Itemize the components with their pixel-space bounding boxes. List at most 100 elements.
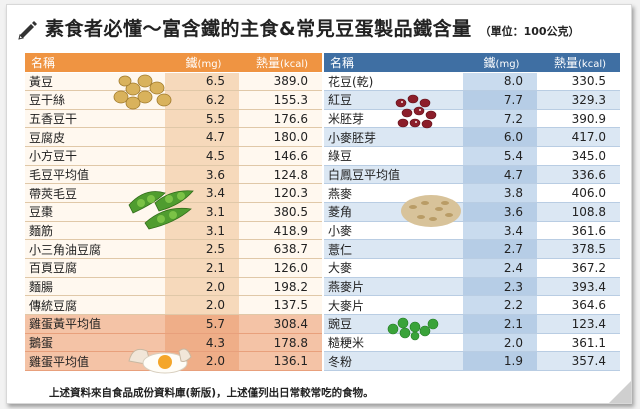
iron-value-cell: 7.7 [463, 90, 537, 110]
table-row: 綠豆 5.4 345.0 [323, 146, 620, 166]
food-name-cell: 糙粳米 [323, 333, 463, 353]
table-row: 冬粉 1.9 357.4 [323, 351, 620, 371]
table-row: 米胚芽 7.2 390.9 [323, 109, 620, 129]
iron-value-cell: 6.5 [165, 72, 239, 92]
food-name-cell: 鵝蛋 [25, 333, 165, 353]
food-name-cell: 傳統豆腐 [25, 295, 165, 316]
iron-value-cell: 7.2 [463, 109, 537, 129]
food-name-cell: 豆腐皮 [25, 127, 165, 148]
table-row: 小麥胚芽 6.0 417.0 [323, 127, 620, 148]
kcal-value-cell: 393.4 [537, 277, 620, 297]
food-name-cell: 毛豆平均值 [25, 165, 165, 185]
iron-value-cell: 4.7 [165, 127, 239, 148]
food-name-cell: 麵筋 [25, 221, 165, 241]
iron-value-cell: 1.9 [463, 351, 537, 371]
table-row: 豆干絲 6.2 155.3 [25, 90, 322, 110]
iron-value-cell: 8.0 [463, 72, 537, 92]
iron-value-cell: 2.0 [165, 277, 239, 297]
iron-value-cell: 4.5 [165, 146, 239, 166]
kcal-value-cell: 308.4 [239, 314, 322, 334]
table-row: 燕麥片 2.3 393.4 [323, 277, 620, 297]
table-row: 大麥片 2.2 364.6 [323, 295, 620, 316]
iron-value-cell: 5.5 [165, 109, 239, 129]
kcal-value-cell: 178.8 [239, 333, 322, 353]
kcal-value-cell: 120.3 [239, 183, 322, 204]
right-table: 名稱 鐵(mg) 熱量(kcal) 花豆(乾) 8.0 330.5 紅豆 7.7 329.… [322, 53, 620, 371]
food-name-cell: 小三角油豆腐 [25, 239, 165, 260]
table-row: 花豆(乾) 8.0 330.5 [323, 72, 620, 92]
food-name-cell: 綠豆 [323, 146, 463, 166]
kcal-value-cell: 136.1 [239, 351, 322, 371]
col-kcal-header: 熱量(kcal) [537, 53, 620, 73]
table-row: 燕麥 3.8 406.0 [323, 183, 620, 204]
kcal-value-cell: 361.6 [537, 221, 620, 241]
kcal-value-cell: 380.5 [239, 202, 322, 222]
food-name-cell: 五香豆干 [25, 109, 165, 129]
right-table-header: 名稱 鐵(mg) 熱量(kcal) [323, 53, 620, 73]
table-row: 雞蛋黃平均值 5.7 308.4 [25, 314, 322, 334]
iron-value-cell: 2.3 [463, 277, 537, 297]
iron-value-cell: 2.0 [463, 333, 537, 353]
food-name-cell: 小方豆干 [25, 146, 165, 166]
table-row: 鵝蛋 4.3 178.8 [25, 333, 322, 353]
food-name-cell: 花豆(乾) [323, 72, 463, 92]
table-row: 菱角 3.6 108.8 [323, 202, 620, 222]
red-beans-image [395, 94, 437, 129]
kcal-value-cell: 137.5 [239, 295, 322, 316]
food-name-cell: 雞蛋黃平均值 [25, 314, 165, 334]
page-curl [609, 381, 631, 403]
food-name-cell: 麵腸 [25, 277, 165, 297]
kcal-value-cell: 126.0 [239, 258, 322, 278]
table-row: 黃豆 6.5 389.0 [25, 72, 322, 92]
table-row: 傳統豆腐 2.0 137.5 [25, 295, 322, 316]
iron-value-cell: 3.6 [463, 202, 537, 222]
food-name-cell: 冬粉 [323, 351, 463, 371]
kcal-value-cell: 638.7 [239, 239, 322, 260]
food-name-cell: 燕麥片 [323, 277, 463, 297]
table-row: 麵筋 3.1 418.9 [25, 221, 322, 241]
iron-value-cell: 2.7 [463, 239, 537, 260]
table-row: 白鳳豆平均值 4.7 336.6 [323, 165, 620, 185]
iron-value-cell: 2.4 [463, 258, 537, 278]
title-unit: （單位：100公克） [479, 25, 580, 38]
food-name-cell: 帶莢毛豆 [25, 183, 165, 204]
iron-value-cell: 3.6 [165, 165, 239, 185]
iron-value-cell: 3.1 [165, 221, 239, 241]
table-row: 麵腸 2.0 198.2 [25, 277, 322, 297]
kcal-value-cell: 378.5 [537, 239, 620, 260]
iron-value-cell: 3.8 [463, 183, 537, 204]
kcal-value-cell: 389.0 [239, 72, 322, 92]
iron-value-cell: 6.2 [165, 90, 239, 110]
iron-value-cell: 3.1 [165, 202, 239, 222]
kcal-value-cell: 108.8 [537, 202, 620, 222]
table-row: 小三角油豆腐 2.5 638.7 [25, 239, 322, 260]
kcal-value-cell: 357.4 [537, 351, 620, 371]
kcal-value-cell: 330.5 [537, 72, 620, 92]
iron-value-cell: 2.2 [463, 295, 537, 316]
kcal-value-cell: 390.9 [537, 109, 620, 129]
oats-image [401, 195, 461, 227]
kcal-value-cell: 146.6 [239, 146, 322, 166]
kcal-value-cell: 418.9 [239, 221, 322, 241]
iron-value-cell: 2.1 [463, 314, 537, 334]
iron-value-cell: 3.4 [463, 221, 537, 241]
kcal-value-cell: 417.0 [537, 127, 620, 148]
table-row: 百頁豆腐 2.1 126.0 [25, 258, 322, 278]
kcal-value-cell: 336.6 [537, 165, 620, 185]
kcal-value-cell: 364.6 [537, 295, 620, 316]
col-kcal-header: 熱量(kcal) [239, 53, 322, 73]
iron-value-cell: 2.1 [165, 258, 239, 278]
table-row: 紅豆 7.7 329.3 [323, 90, 620, 110]
food-name-cell: 小麥胚芽 [323, 127, 463, 148]
page-title: 素食者必懂～富含鐵的主食&常見豆蛋製品鐵含量 （單位：100公克） [17, 14, 580, 44]
kcal-value-cell: 124.8 [239, 165, 322, 185]
iron-value-cell: 4.7 [463, 165, 537, 185]
iron-value-cell: 4.3 [165, 333, 239, 353]
kcal-value-cell: 361.1 [537, 333, 620, 353]
food-name-cell: 大麥 [323, 258, 463, 278]
kcal-value-cell: 406.0 [537, 183, 620, 204]
table-row: 毛豆平均值 3.6 124.8 [25, 165, 322, 185]
kcal-value-cell: 180.0 [239, 127, 322, 148]
left-table-header: 名稱 鐵(mg) 熱量(kcal) [25, 53, 322, 73]
iron-value-cell: 2.0 [165, 295, 239, 316]
